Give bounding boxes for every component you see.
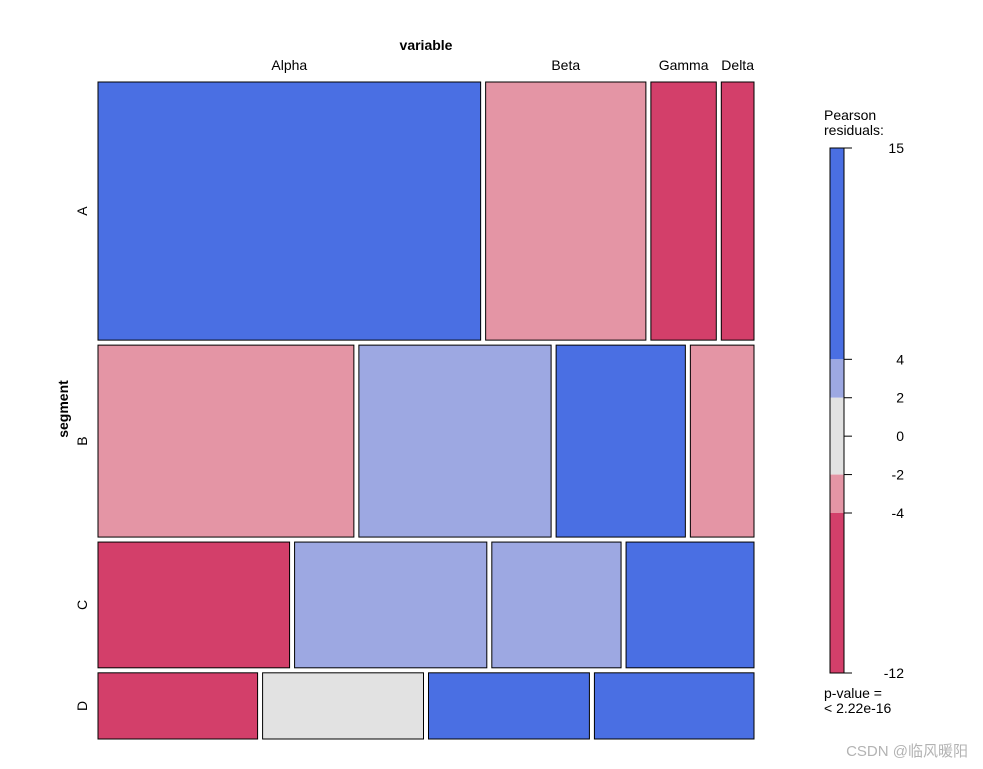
mosaic-cell-B-Delta — [689, 344, 755, 538]
mosaic-cell-B-Beta — [358, 344, 552, 538]
column-label-Alpha: Alpha — [271, 57, 307, 73]
legend-tick-label: -4 — [892, 505, 905, 521]
legend-ticks: 15 4 2 0 -2 -4 -12 — [844, 140, 904, 681]
mosaic-cell-D-Beta — [262, 672, 424, 740]
legend-tick-label: 0 — [896, 428, 904, 444]
legend-band — [830, 397, 844, 475]
legend-tick-label: 4 — [896, 351, 904, 367]
legend-band — [830, 359, 844, 398]
legend-tick-label: 15 — [888, 140, 904, 156]
row-label-C: C — [74, 600, 90, 610]
residuals-legend: Pearson residuals: 15 4 2 0 -2 -4 -12 p-value … — [824, 107, 904, 716]
pvalue-line2: < 2.22e-16 — [824, 700, 892, 716]
legend-tick-label: -2 — [892, 467, 905, 483]
mosaic-cell-D-Alpha — [97, 672, 259, 740]
mosaic-cell-C-Gamma — [491, 541, 622, 669]
mosaic-cell-A-Beta — [485, 81, 647, 341]
row-label-B: B — [74, 436, 90, 445]
mosaic-cell-A-Alpha — [97, 81, 482, 341]
side-axis-title: segment — [55, 380, 71, 438]
mosaic-cell-A-Gamma — [650, 81, 717, 341]
pvalue-line1: p-value = — [824, 685, 882, 701]
legend-color-bar — [829, 147, 845, 674]
row-label-A: A — [74, 206, 90, 216]
legend-tick-label: 2 — [896, 390, 904, 406]
column-label-Delta: Delta — [721, 57, 754, 73]
mosaic-cell-B-Alpha — [97, 344, 355, 538]
row-labels: A B C D — [74, 206, 90, 711]
column-label-Gamma: Gamma — [659, 57, 709, 73]
legend-band — [830, 474, 844, 513]
legend-bar-outline — [829, 147, 845, 674]
mosaic-cell-D-Gamma — [428, 672, 590, 740]
mosaic-cell-C-Beta — [294, 541, 488, 669]
column-labels: Alpha Beta Gamma Delta — [271, 57, 754, 73]
legend-title-line2: residuals: — [824, 122, 884, 138]
mosaic-cell-A-Delta — [720, 81, 755, 341]
legend-band — [830, 513, 844, 673]
legend-band — [830, 148, 844, 360]
legend-title-line1: Pearson — [824, 107, 876, 123]
mosaic-cells — [97, 81, 755, 740]
row-label-D: D — [74, 701, 90, 711]
mosaic-cell-D-Delta — [593, 672, 755, 740]
top-axis-title: variable — [400, 37, 453, 53]
column-label-Beta: Beta — [551, 57, 580, 73]
mosaic-cell-B-Gamma — [555, 344, 686, 538]
mosaic-cell-C-Delta — [625, 541, 755, 669]
legend-tick-label: -12 — [884, 665, 904, 681]
watermark: CSDN @临风暖阳 — [846, 743, 968, 760]
mosaic-cell-C-Alpha — [97, 541, 291, 669]
